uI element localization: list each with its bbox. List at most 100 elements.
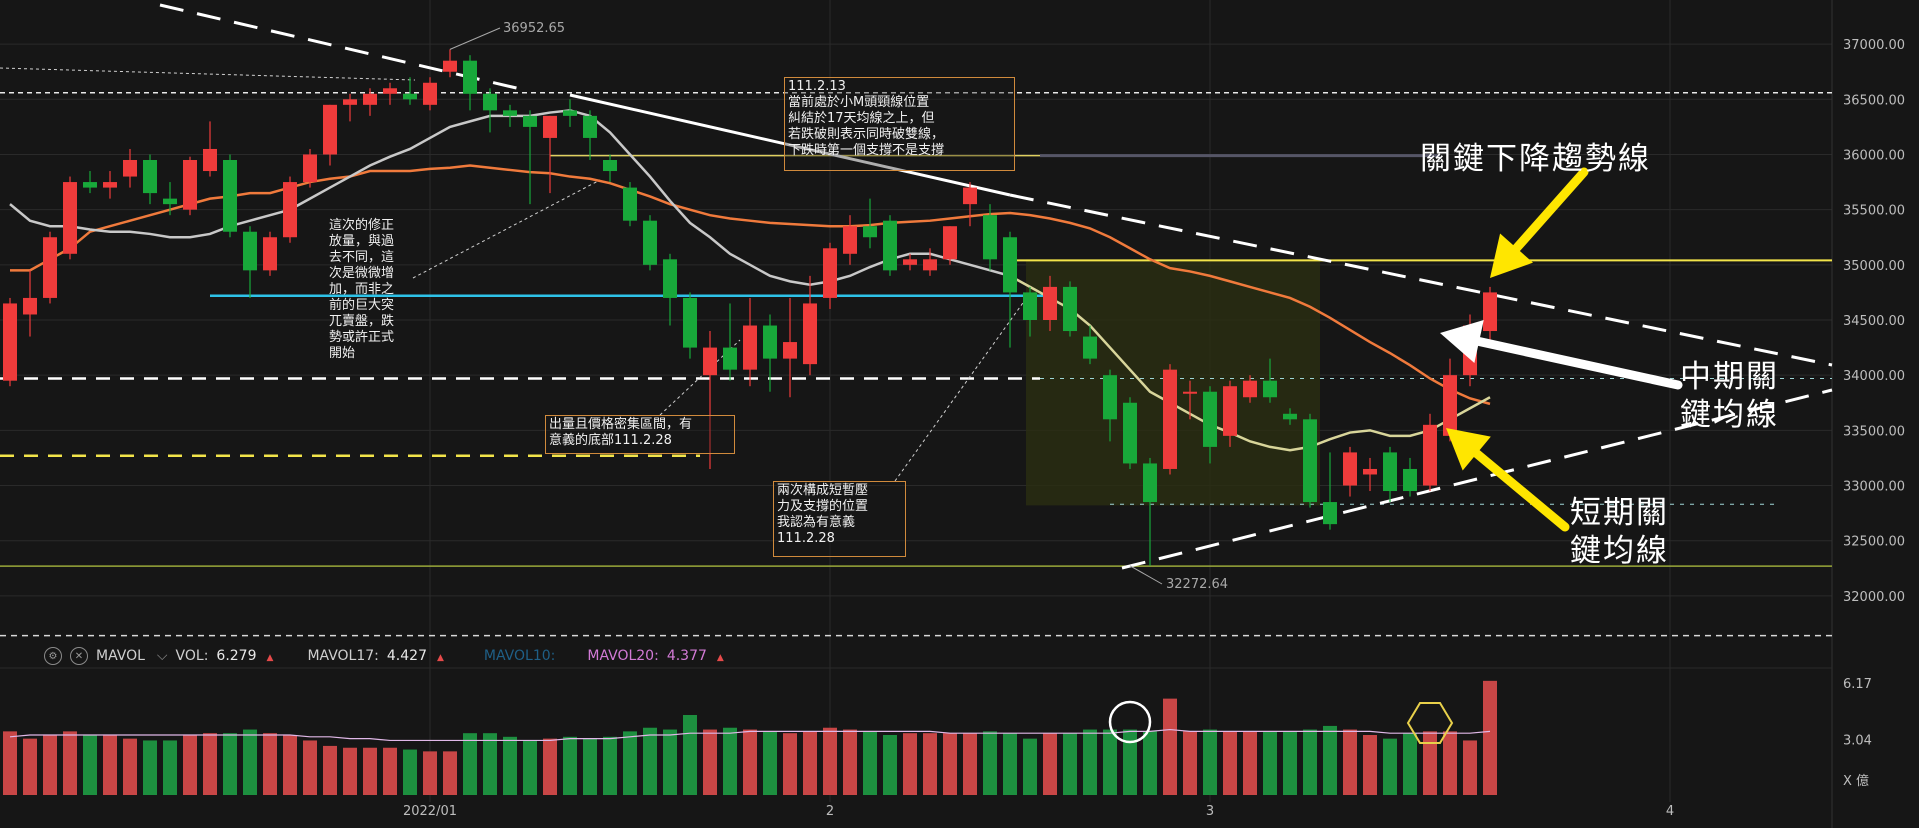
volume-bar (603, 736, 617, 795)
volume-bar (1463, 740, 1477, 795)
candle-body (643, 220, 657, 265)
volume-bar (383, 747, 397, 795)
candle-body (1123, 402, 1137, 464)
volume-bar (223, 733, 237, 795)
candle-body (23, 297, 37, 315)
volume-bar (923, 733, 937, 795)
gear-icon[interactable]: ⚙ (44, 647, 62, 665)
candle-body (323, 104, 337, 155)
candle-body (123, 160, 137, 177)
candle-body (383, 88, 397, 94)
volume-bar (663, 729, 677, 795)
volume-bar (883, 735, 897, 795)
candle-body (1403, 468, 1417, 492)
volume-tick-label: 3.04 (1843, 734, 1872, 749)
candle-body (1003, 237, 1017, 293)
volume-bar (243, 729, 257, 795)
arrow-trendline-head (1490, 233, 1533, 278)
volume-bar (1203, 729, 1217, 795)
annotation-bottom-box: 出量且價格密集區間，有 意義的底部111.2.28 (545, 415, 735, 454)
candle-body (263, 237, 277, 271)
candle-body (463, 60, 477, 94)
volume-bar (1163, 698, 1177, 795)
volume-bar (983, 731, 997, 795)
candle-body (983, 215, 997, 260)
candle-body (163, 198, 177, 205)
label-key-downtrend-line: 關鍵下降趨勢線 (1420, 141, 1651, 177)
volume-bar (303, 740, 317, 795)
candle-body (1023, 292, 1037, 320)
volume-bar (1263, 731, 1277, 795)
candle-body (483, 93, 497, 111)
volume-bar (183, 735, 197, 795)
candle-body (1243, 380, 1257, 398)
candle-body (1103, 375, 1117, 420)
candle-body (663, 259, 677, 298)
volume-bar (283, 735, 297, 795)
candle-body (1303, 419, 1317, 503)
volume-legend: ⚙ ✕ MAVOL ⌵ VOL: 6.279 ▲ MAVOL17: 4.427 ▲ … (44, 646, 740, 666)
candle-body (963, 187, 977, 205)
chevron-down-icon[interactable]: ⌵ (156, 648, 168, 664)
high-price-label: 36952.65 (503, 21, 565, 36)
volume-bar (83, 735, 97, 795)
volume-unit-label: X 億 (1843, 773, 1869, 789)
candle-body (503, 110, 517, 116)
mavol17-value: 4.427 ▲ (386, 648, 444, 664)
volume-bar (543, 738, 557, 795)
volume-bar (963, 733, 977, 795)
volume-bar (1083, 729, 1097, 795)
candle-body (743, 325, 757, 370)
connector-dotted (0, 67, 416, 81)
candle-body (1043, 286, 1057, 320)
candle-body (1383, 452, 1397, 492)
y-tick-label: 32000.00 (1843, 590, 1905, 605)
volume-bar (523, 740, 537, 795)
volume-highlight-hexagon (1406, 702, 1454, 744)
annotation-neckline-box: 111.2.13 當前處於小M頭頸線位置 糾結於17天均線之上，但 若跌破則表示… (784, 77, 1015, 171)
arrow-mid-ma-head (1440, 320, 1484, 364)
candle-body (83, 182, 97, 188)
candle-body (823, 248, 837, 298)
candle-body (203, 148, 217, 172)
volume-bar (563, 736, 577, 795)
candle-body (1203, 391, 1217, 447)
candle-body (223, 160, 237, 232)
candle-body (603, 160, 617, 172)
volume-bar (1023, 738, 1037, 795)
volume-bar (503, 736, 517, 795)
candle-body (883, 220, 897, 271)
volume-bar (143, 740, 157, 795)
candle-body (1143, 463, 1157, 503)
candle-body (1283, 413, 1297, 420)
x-tick-label: 2022/01 (403, 804, 457, 819)
volume-bar (1483, 680, 1497, 795)
volume-bar (403, 749, 417, 795)
volume-bar (23, 738, 37, 795)
candle-body (523, 115, 537, 127)
volume-bar (1143, 731, 1157, 795)
downtrend-line-solid (569, 93, 1011, 197)
candle-body (683, 297, 697, 348)
arrow-mid-ma (1474, 337, 1683, 390)
legend-indicator-name: MAVOL (96, 648, 145, 664)
label-mid-term-ma: 中期關 鍵均線 (1680, 359, 1779, 433)
candle-body (423, 82, 437, 105)
volume-bar (463, 733, 477, 795)
y-tick-label: 35500.00 (1843, 204, 1905, 219)
arrow-trendline (1512, 167, 1589, 253)
x-tick-label: 3 (1206, 804, 1214, 819)
close-icon[interactable]: ✕ (70, 647, 88, 665)
vol-value: 6.279 ▲ (216, 648, 274, 664)
volume-bar (723, 727, 737, 795)
connector-dotted (894, 299, 1026, 482)
volume-bar (1183, 731, 1197, 795)
candle-body (903, 259, 917, 265)
y-tick-label: 37000.00 (1843, 38, 1905, 53)
candle-body (843, 226, 857, 254)
volume-bar (583, 738, 597, 795)
volume-bar (623, 731, 637, 795)
y-tick-label: 33000.00 (1843, 480, 1905, 495)
candle-body (283, 182, 297, 238)
